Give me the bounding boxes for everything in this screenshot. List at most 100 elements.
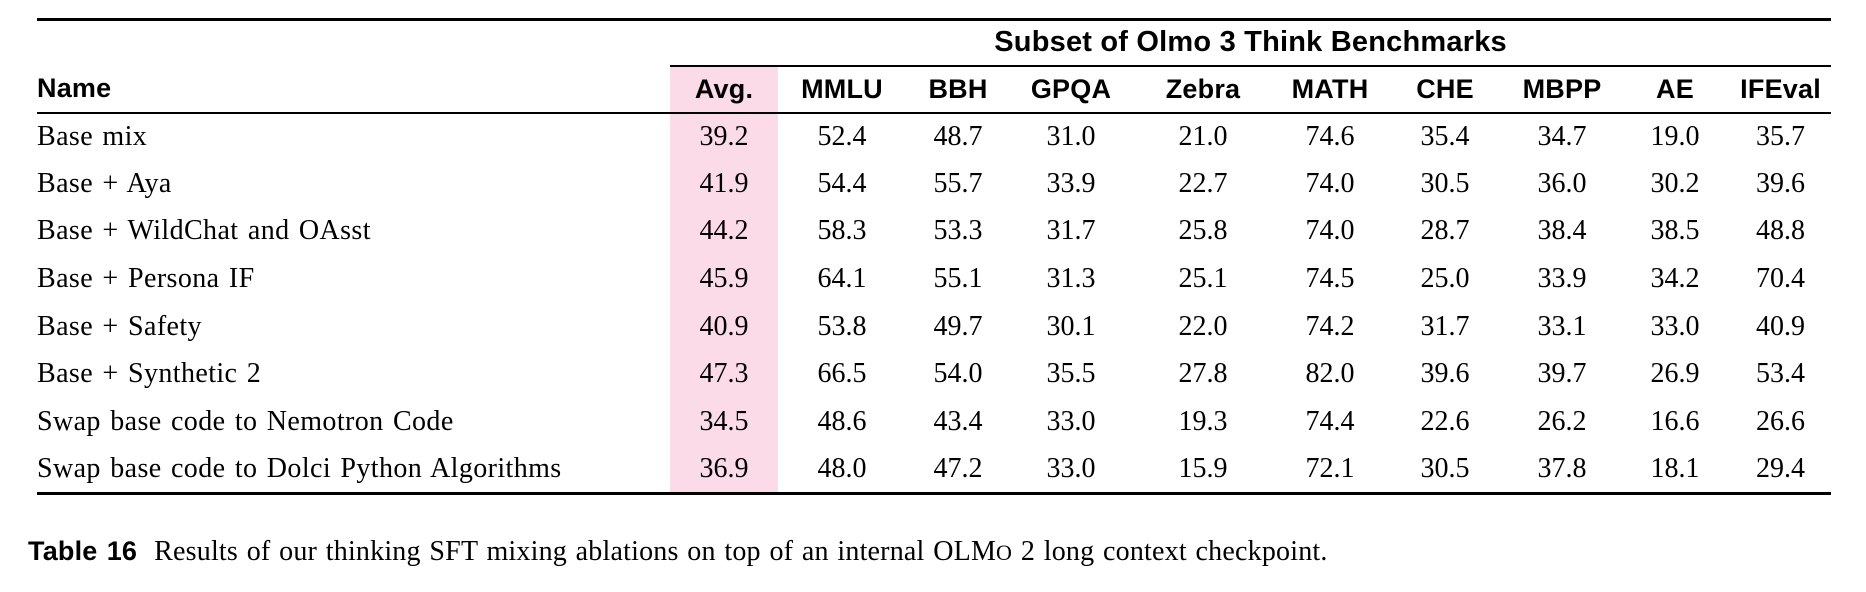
row-name: Base + Persona IF	[37, 263, 255, 295]
span-header-row: Subset of Olmo 3 Think Benchmarks	[37, 19, 1832, 67]
cell-zebra: 22.0	[1178, 310, 1228, 342]
cell-ae: 18.1	[1620, 445, 1730, 495]
cell-ae: 16.6	[1650, 405, 1700, 437]
row-name: Swap base code to Nemotron Code	[37, 405, 454, 437]
column-header-row: Name Avg. MMLU BBH GPQA Zebra MATH CHE M…	[37, 65, 1832, 114]
caption-label: Table 16	[28, 536, 138, 566]
column-header-math: MATH	[1274, 65, 1386, 114]
cell-zebra: 15.9	[1132, 445, 1274, 495]
cell-bbh: 55.1	[933, 263, 983, 295]
cell-math: 74.4	[1305, 405, 1355, 437]
cell-avg: 45.9	[670, 255, 778, 303]
table-row: Base + Persona IF 45.9 64.1 55.1 31.3 25.1 74.…	[37, 255, 1831, 303]
column-header-che: CHE	[1386, 65, 1504, 114]
cell-ifeval: 48.8	[1756, 215, 1806, 247]
cell-bbh: 53.3	[933, 215, 983, 247]
cell-mmlu: 54.4	[817, 167, 867, 199]
cell-avg: 36.9	[670, 445, 778, 495]
row-name: Base + Safety	[37, 310, 202, 342]
cell-che: 30.5	[1420, 167, 1470, 199]
cell-che: 22.6	[1420, 405, 1470, 437]
cell-ae: 38.5	[1650, 215, 1700, 247]
caption-olmo-caps: OLM	[933, 536, 997, 567]
cell-math: 74.0	[1305, 167, 1355, 199]
column-header-avg: Avg.	[670, 65, 778, 114]
cell-zebra: 27.8	[1178, 358, 1228, 390]
table-body: Base mix 39.2 52.4 48.7 31.0 21.0 74.6 35.4 34.7…	[37, 112, 1832, 495]
cell-mbpp: 37.8	[1504, 445, 1620, 495]
table-row: Base + Synthetic 2 47.3 66.5 54.0 35.5 27.8 82…	[37, 350, 1831, 399]
cell-gpqa: 33.9	[1046, 167, 1096, 199]
cell-avg: 34.5	[670, 398, 778, 446]
cell-mbpp: 33.1	[1537, 310, 1587, 342]
cell-mbpp: 38.4	[1537, 215, 1587, 247]
cell-ifeval: 39.6	[1756, 167, 1806, 199]
cell-mmlu: 58.3	[817, 215, 867, 247]
cell-che: 35.4	[1420, 120, 1470, 152]
cell-math: 74.6	[1305, 120, 1355, 152]
column-header-mbpp: MBPP	[1504, 65, 1620, 114]
cell-mmlu: 64.1	[817, 263, 867, 295]
cell-avg: 47.3	[670, 350, 778, 399]
cell-zebra: 21.0	[1178, 120, 1228, 152]
cell-gpqa: 31.3	[1046, 263, 1096, 295]
cell-math: 74.5	[1305, 263, 1355, 295]
cell-bbh: 43.4	[933, 405, 983, 437]
cell-che: 39.6	[1420, 358, 1470, 390]
cell-zebra: 22.7	[1178, 167, 1228, 199]
table-row: Swap base code to Dolci Python Algorithm…	[37, 445, 1832, 495]
span-header-title: Subset of Olmo 3 Think Benchmarks	[670, 19, 1832, 67]
cell-ifeval: 53.4	[1756, 358, 1806, 390]
cell-che: 28.7	[1420, 215, 1470, 247]
cell-ifeval: 29.4	[1730, 445, 1832, 495]
row-name: Base + Aya	[37, 167, 172, 199]
cell-bbh: 47.2	[906, 445, 1010, 495]
row-name: Swap base code to Dolci Python Algorithm…	[37, 445, 670, 495]
row-name: Base + Synthetic 2	[37, 358, 262, 390]
column-header-ifeval: IFEval	[1730, 65, 1832, 114]
cell-gpqa: 33.0	[1010, 445, 1132, 495]
row-name: Base + WildChat and OAsst	[37, 215, 371, 247]
cell-ifeval: 70.4	[1756, 263, 1806, 295]
cell-mmlu: 52.4	[817, 120, 867, 152]
cell-che: 31.7	[1420, 310, 1470, 342]
cell-math: 74.2	[1305, 310, 1355, 342]
cell-ae: 30.2	[1650, 167, 1700, 199]
cell-mmlu: 53.8	[817, 310, 867, 342]
cell-math: 82.0	[1305, 358, 1355, 390]
table-row: Base mix 39.2 52.4 48.7 31.0 21.0 74.6 35.4 34.7…	[37, 112, 1831, 161]
cell-mmlu: 48.6	[817, 405, 867, 437]
cell-avg: 41.9	[670, 160, 778, 208]
column-header-name: Name	[37, 65, 670, 114]
cell-avg: 44.2	[670, 207, 778, 256]
benchmark-table: Subset of Olmo 3 Think Benchmarks Name A…	[37, 18, 1832, 495]
table-caption: Table 16 Results of our thinking SFT mixi…	[28, 536, 1328, 568]
cell-che: 25.0	[1420, 263, 1470, 295]
cell-gpqa: 31.0	[1046, 120, 1096, 152]
cell-ifeval: 26.6	[1756, 405, 1806, 437]
column-header-bbh: BBH	[906, 65, 1010, 114]
caption-olmo-smallcap: O	[996, 540, 1013, 565]
table-row: Base + WildChat and OAsst 44.2 58.3 53.3 31.…	[37, 207, 1831, 256]
table-row: Swap base code to Nemotron Code 34.5 48.6 4…	[37, 398, 1831, 446]
row-name: Base mix	[37, 120, 148, 152]
cell-mbpp: 39.7	[1537, 358, 1587, 390]
cell-zebra: 25.8	[1178, 215, 1228, 247]
cell-mbpp: 34.7	[1537, 120, 1587, 152]
cell-math: 74.0	[1305, 215, 1355, 247]
cell-mbpp: 33.9	[1537, 263, 1587, 295]
cell-avg: 40.9	[670, 302, 778, 351]
cell-ae: 34.2	[1650, 263, 1700, 295]
cell-mbpp: 26.2	[1537, 405, 1587, 437]
cell-gpqa: 30.1	[1046, 310, 1096, 342]
caption-text: Results of our thinking SFT mixing ablat…	[154, 536, 1327, 567]
cell-ifeval: 35.7	[1756, 120, 1806, 152]
cell-che: 30.5	[1386, 445, 1504, 495]
cell-gpqa: 33.0	[1046, 405, 1096, 437]
column-header-zebra: Zebra	[1132, 65, 1274, 114]
cell-ifeval: 40.9	[1756, 310, 1806, 342]
cell-mmlu: 48.0	[778, 445, 906, 495]
caption-text-suffix: 2 long context checkpoint.	[1012, 536, 1328, 567]
cell-bbh: 55.7	[933, 167, 983, 199]
